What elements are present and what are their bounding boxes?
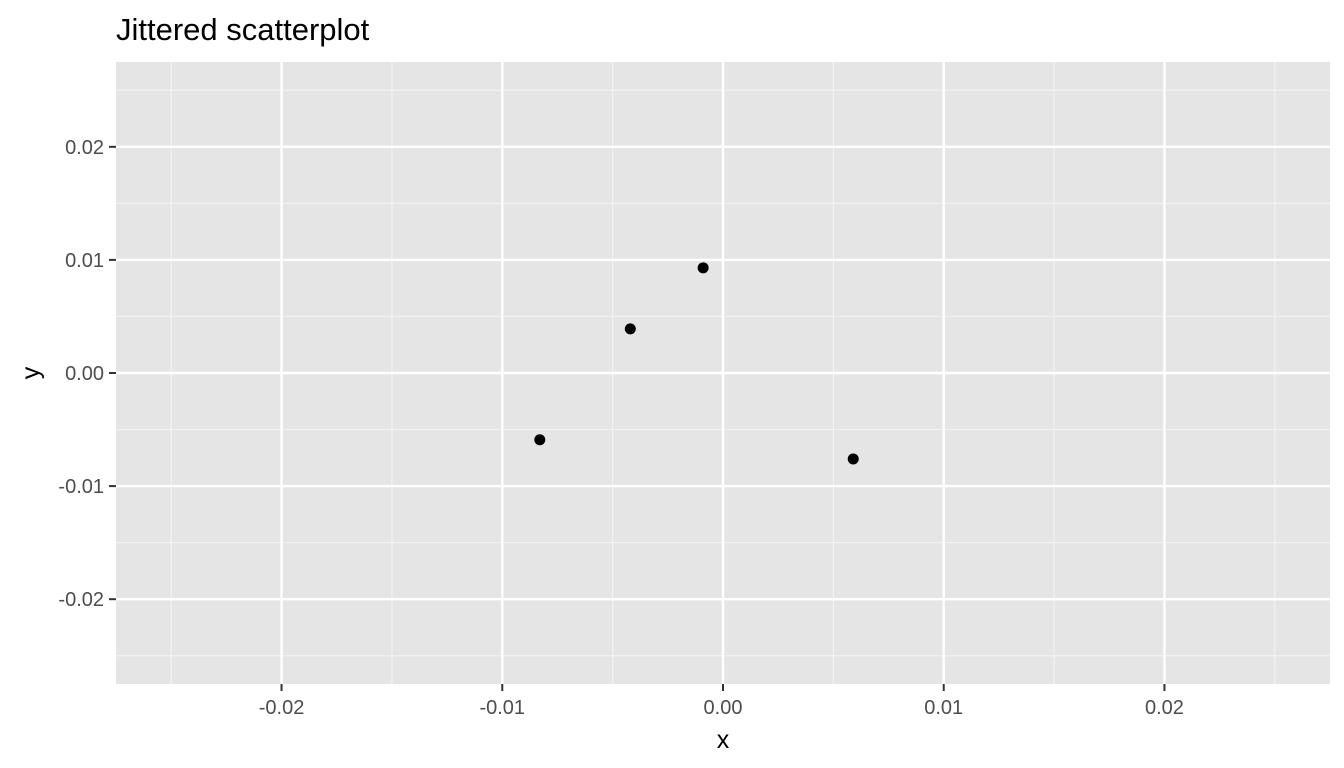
data-point	[847, 453, 859, 465]
data-points	[534, 262, 859, 465]
x-tick-label: -0.01	[479, 697, 525, 719]
x-tick-label: 0.01	[924, 697, 963, 719]
x-axis-title: x	[717, 726, 730, 754]
data-point	[624, 323, 636, 335]
x-tick-label: 0.02	[1145, 697, 1184, 719]
x-axis: -0.02 -0.01 0.00 0.01 0.02	[259, 684, 1184, 719]
y-tick-label: 0.00	[65, 363, 104, 385]
y-axis-title: y	[17, 366, 45, 379]
data-point	[697, 262, 709, 274]
y-tick-label: 0.01	[65, 250, 104, 272]
y-tick-label: -0.01	[58, 476, 104, 498]
major-gridlines	[116, 62, 1330, 684]
y-axis: -0.02 -0.01 0.00 0.01 0.02	[58, 137, 116, 611]
x-tick-label: -0.02	[259, 697, 305, 719]
y-tick-label: 0.02	[65, 137, 104, 159]
x-tick-label: 0.00	[704, 697, 743, 719]
y-tick-label: -0.02	[58, 589, 104, 611]
data-point	[534, 434, 546, 446]
chart-title: Jittered scatterplot	[116, 12, 370, 47]
